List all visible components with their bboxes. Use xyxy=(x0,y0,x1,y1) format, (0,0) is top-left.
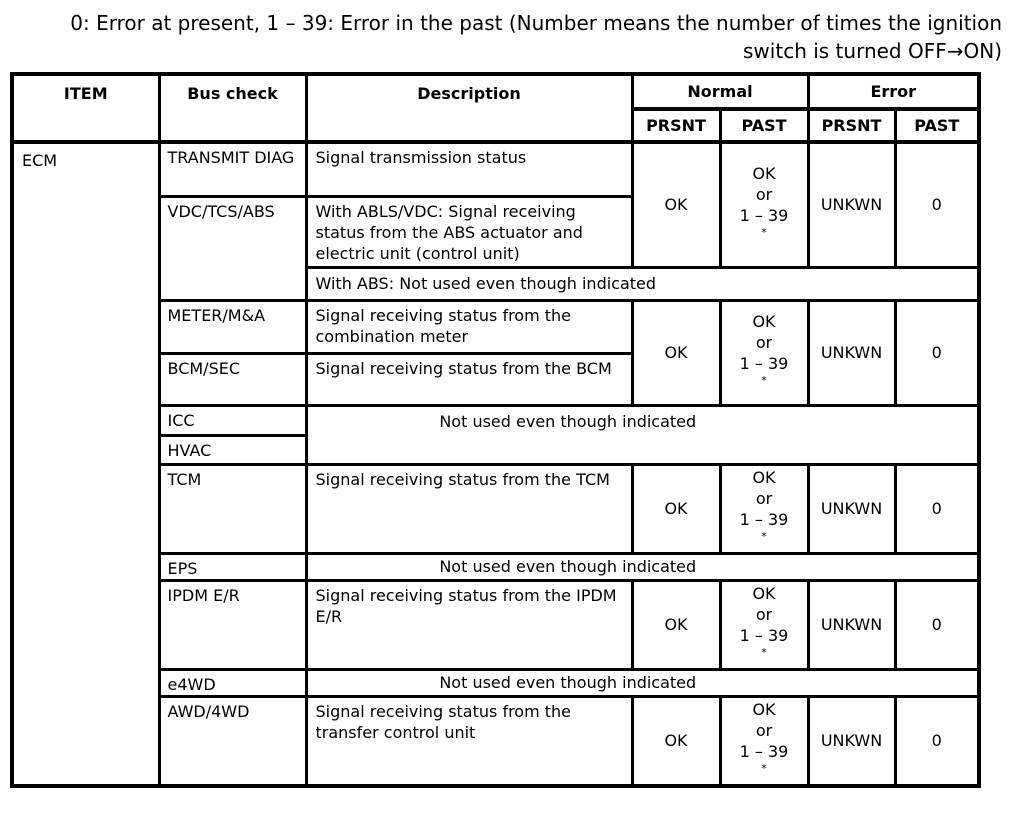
table-row: ECM TRANSMIT DIAG Signal transmission st… xyxy=(10,140,981,787)
legend-note: 0: Error at present, 1 – 39: Error in th… xyxy=(0,0,1024,65)
header-normal-prsnt: PRSNT xyxy=(630,107,722,144)
header-error-prsnt: PRSNT xyxy=(806,107,897,144)
status-error-past: 0 xyxy=(893,140,981,269)
header-error: Error xyxy=(806,72,981,111)
can-diagnosis-table: ITEM Bus check Description Normal Error … xyxy=(10,72,982,788)
not-used-note-cell: Not used even though indicated xyxy=(304,403,981,466)
bus-check-cell: AWD/4WD xyxy=(157,694,308,787)
description-cell: Signal receiving status from the combina… xyxy=(304,298,634,355)
status-normal-past: OK or 1 – 39 * xyxy=(718,578,810,671)
bus-check-cell: METER/M&A xyxy=(157,298,308,355)
item-cell-ecm: ECM xyxy=(10,140,161,787)
status-error-prsnt: UNKWN xyxy=(806,578,897,671)
header-normal: Normal xyxy=(630,72,810,111)
status-error-past: 0 xyxy=(893,578,981,671)
description-cell: Signal transmission status xyxy=(304,140,634,198)
status-normal-past: OK or 1 – 39 * xyxy=(718,694,810,787)
description-cell: Signal receiving status from the TCM xyxy=(304,462,634,555)
status-normal-prsnt: OK xyxy=(630,462,722,555)
footnote-marker: * xyxy=(761,225,767,239)
status-error-prsnt: UNKWN xyxy=(806,694,897,787)
header-normal-past: PAST xyxy=(718,107,810,144)
footnote-marker: * xyxy=(761,761,767,775)
table-row: METER/M&A Signal receiving status from t… xyxy=(12,298,981,407)
header-error-past: PAST xyxy=(893,107,981,144)
table-row: BCM/SEC Signal receiving status from the… xyxy=(12,351,979,407)
status-normal-prsnt: OK xyxy=(630,694,722,787)
status-error-past: 0 xyxy=(893,694,981,787)
status-error-prsnt: UNKWN xyxy=(806,140,897,269)
description-cell: Signal receiving status from the BCM xyxy=(304,351,634,407)
legend-note-line2: switch is turned OFF→ON) xyxy=(743,39,1002,63)
status-error-past: 0 xyxy=(893,298,981,407)
status-normal-past: OK or 1 – 39 * xyxy=(718,298,810,407)
status-error-past: 0 xyxy=(893,462,981,555)
header-item: ITEM xyxy=(10,72,161,144)
status-normal-prsnt: OK xyxy=(630,578,722,671)
status-normal-past: OK or 1 – 39 * xyxy=(718,140,810,269)
not-used-note-cell: Not used even though indicated xyxy=(304,667,981,698)
table-row: VDC/TCS/ABS With ABLS/VDC: Signal receiv… xyxy=(12,194,979,302)
table-row: e4WD Not used even though indicated xyxy=(12,667,981,698)
with-abs-note-cell: With ABS: Not used even though indicated xyxy=(304,265,981,302)
table-row: With ABS: Not used even though indicated xyxy=(12,265,981,302)
footnote-marker: * xyxy=(761,645,767,659)
table-row: IPDM E/R Signal receiving status from th… xyxy=(12,578,981,671)
bus-check-cell: HVAC xyxy=(157,433,308,466)
bus-check-cell: IPDM E/R xyxy=(157,578,308,671)
bus-check-cell: VDC/TCS/ABS xyxy=(157,194,308,302)
table-row: AWD/4WD Signal receiving status from the… xyxy=(12,694,981,787)
footnote-marker: * xyxy=(761,529,767,543)
bus-check-cell: BCM/SEC xyxy=(157,351,308,407)
bus-check-cell: TCM xyxy=(157,462,308,555)
footnote-marker: * xyxy=(761,373,767,387)
bus-check-cell: ICC xyxy=(157,403,308,437)
table-row: ICC Not used even though indicated xyxy=(12,403,981,466)
description-cell: With ABLS/VDC: Signal receiving status f… xyxy=(304,194,634,269)
status-error-prsnt: UNKWN xyxy=(806,298,897,407)
status-normal-past: OK or 1 – 39 * xyxy=(718,462,810,555)
status-normal-prsnt: OK xyxy=(630,298,722,407)
bus-check-cell: e4WD xyxy=(157,667,308,698)
table-row: TCM Signal receiving status from the TCM… xyxy=(12,462,981,555)
bus-check-cell: EPS xyxy=(157,551,308,582)
table-row: HVAC xyxy=(12,433,979,466)
bus-check-cell: TRANSMIT DIAG xyxy=(157,140,308,198)
not-used-note-cell: Not used even though indicated xyxy=(304,551,981,582)
status-normal-prsnt: OK xyxy=(630,140,722,269)
table-row: EPS Not used even though indicated xyxy=(12,551,981,582)
header-bus-check: Bus check xyxy=(157,72,308,144)
header-description: Description xyxy=(304,72,634,144)
legend-note-line1: 0: Error at present, 1 – 39: Error in th… xyxy=(70,11,1002,35)
status-error-prsnt: UNKWN xyxy=(806,462,897,555)
description-cell: Signal receiving status from the IPDM E/… xyxy=(304,578,634,671)
description-cell: Signal receiving status from the transfe… xyxy=(304,694,634,787)
